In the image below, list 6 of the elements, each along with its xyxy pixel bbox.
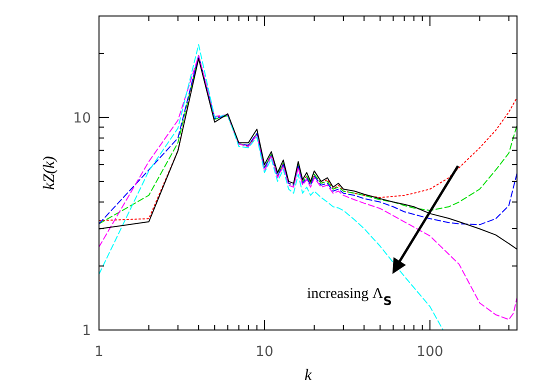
y-axis-title: kZ(k) — [41, 156, 58, 190]
x-axis-title: k — [304, 367, 312, 384]
x-tick-label: 100 — [416, 344, 444, 360]
annotation: increasing Λ$_{S}$ — [307, 286, 392, 308]
x-tick-label: 1 — [94, 344, 104, 360]
x-tick-label: 10 — [256, 344, 274, 360]
